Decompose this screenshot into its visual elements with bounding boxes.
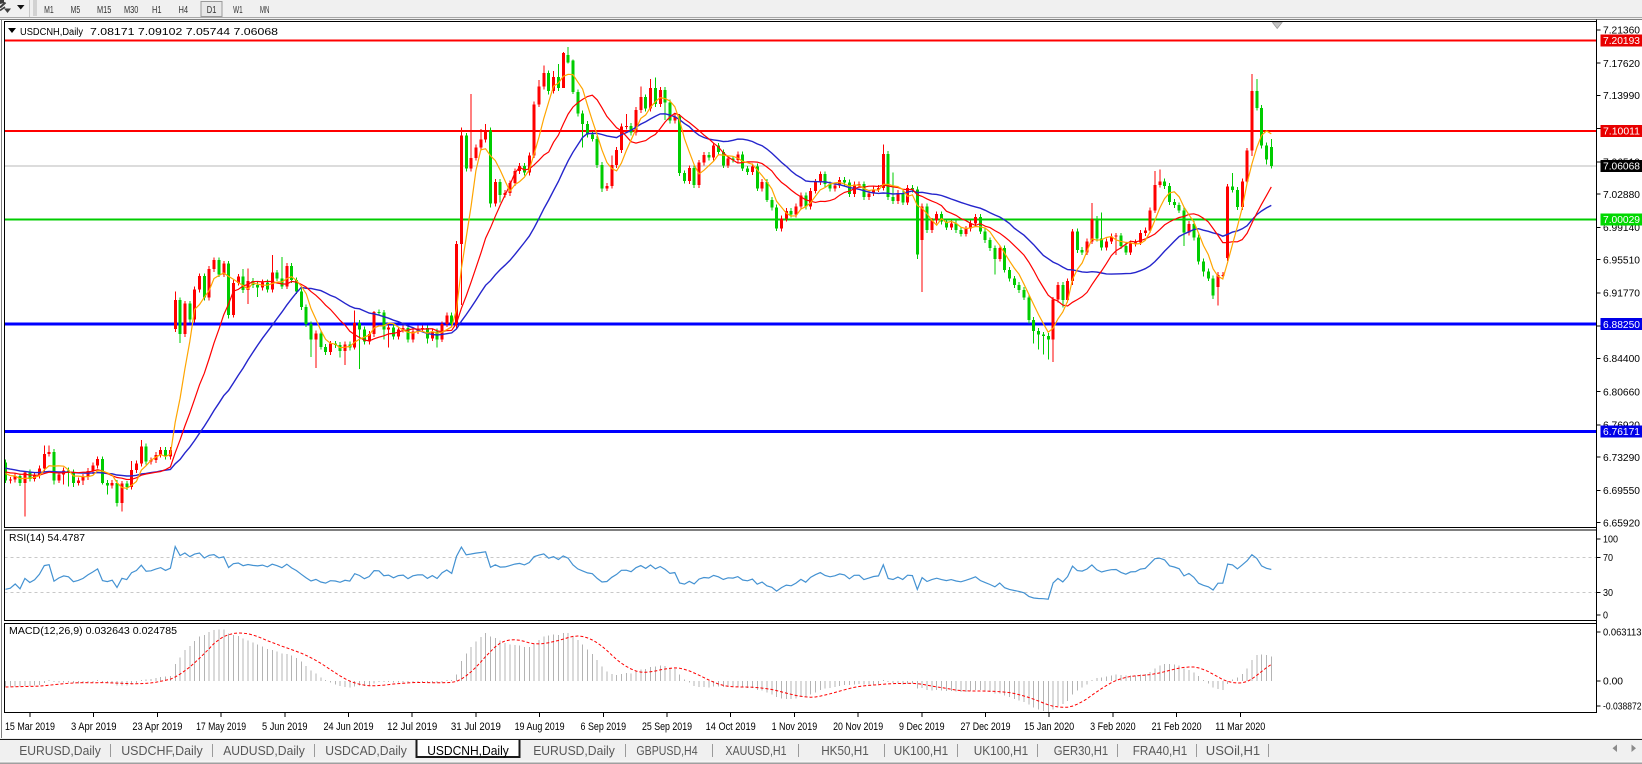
svg-text:HK50,H1: HK50,H1 [821, 743, 869, 758]
svg-text:9 Dec 2019: 9 Dec 2019 [899, 721, 945, 733]
svg-text:6.76171: 6.76171 [1603, 427, 1640, 438]
svg-text:0.063113: 0.063113 [1603, 628, 1642, 639]
svg-text:0.00: 0.00 [1603, 677, 1623, 688]
svg-text:21 Feb 2020: 21 Feb 2020 [1152, 721, 1202, 733]
svg-text:6.91770: 6.91770 [1603, 289, 1640, 300]
svg-text:7.08171 7.09102 7.05744 7.0606: 7.08171 7.09102 7.05744 7.06068 [90, 26, 278, 38]
svg-text:7.21360: 7.21360 [1603, 26, 1640, 37]
svg-text:100: 100 [1603, 535, 1618, 546]
svg-text:6.73290: 6.73290 [1603, 453, 1640, 464]
svg-text:6.95510: 6.95510 [1603, 255, 1640, 266]
svg-text:EURUSD,Daily: EURUSD,Daily [19, 743, 101, 758]
svg-text:UK100,H1: UK100,H1 [894, 743, 948, 758]
svg-text:15 Jan 2020: 15 Jan 2020 [1024, 721, 1074, 733]
svg-text:7.17620: 7.17620 [1603, 59, 1640, 70]
svg-text:30: 30 [1603, 588, 1613, 599]
svg-text:EURUSD,Daily: EURUSD,Daily [533, 743, 615, 758]
svg-text:H4: H4 [179, 5, 189, 16]
svg-text:M1: M1 [44, 5, 54, 16]
svg-text:11 Mar 2020: 11 Mar 2020 [1215, 721, 1265, 733]
svg-text:31 Jul 2019: 31 Jul 2019 [451, 721, 501, 733]
svg-text:6.80660: 6.80660 [1603, 387, 1640, 398]
svg-text:H1: H1 [152, 5, 162, 16]
svg-text:FRA40,H1: FRA40,H1 [1133, 743, 1187, 758]
svg-text:MACD(12,26,9) 0.032643 0.02478: MACD(12,26,9) 0.032643 0.024785 [9, 626, 177, 637]
svg-text:RSI(14) 54.4787: RSI(14) 54.4787 [9, 533, 85, 544]
svg-text:GER30,H1: GER30,H1 [1054, 743, 1108, 758]
svg-text:3 Feb 2020: 3 Feb 2020 [1090, 721, 1136, 733]
svg-text:27 Dec 2019: 27 Dec 2019 [960, 721, 1010, 733]
svg-text:6.65920: 6.65920 [1603, 518, 1640, 529]
svg-text:UK100,H1: UK100,H1 [974, 743, 1028, 758]
svg-text:GBPUSD,H4: GBPUSD,H4 [636, 743, 697, 758]
svg-text:USOil,H1: USOil,H1 [1206, 743, 1260, 758]
svg-text:7.02880: 7.02880 [1603, 190, 1640, 201]
svg-text:6.99140: 6.99140 [1603, 223, 1640, 234]
svg-text:USDCNH,Daily: USDCNH,Daily [427, 743, 509, 758]
svg-text:MN: MN [260, 5, 270, 16]
svg-text:AUDUSD,Daily: AUDUSD,Daily [223, 743, 305, 758]
svg-text:7.20193: 7.20193 [1603, 36, 1640, 47]
svg-text:USDCAD,Daily: USDCAD,Daily [325, 743, 407, 758]
svg-text:3 Apr 2019: 3 Apr 2019 [71, 721, 117, 733]
svg-text:25 Sep 2019: 25 Sep 2019 [642, 721, 692, 733]
svg-text:XAUUSD,H1: XAUUSD,H1 [725, 743, 786, 758]
svg-text:23 Apr 2019: 23 Apr 2019 [132, 721, 182, 733]
svg-text:19 Aug 2019: 19 Aug 2019 [515, 721, 565, 733]
svg-text:6.84400: 6.84400 [1603, 354, 1640, 365]
svg-text:1 Nov 2019: 1 Nov 2019 [772, 721, 818, 733]
svg-text:17 May 2019: 17 May 2019 [196, 721, 246, 733]
svg-text:5 Jun 2019: 5 Jun 2019 [262, 721, 308, 733]
svg-text:USDCNH,Daily: USDCNH,Daily [20, 27, 83, 38]
svg-text:14 Oct 2019: 14 Oct 2019 [706, 721, 756, 733]
svg-text:0: 0 [1603, 611, 1608, 622]
svg-text:6.88250: 6.88250 [1603, 320, 1640, 331]
svg-text:7.06068: 7.06068 [1603, 162, 1640, 173]
svg-text:D1: D1 [207, 5, 217, 16]
svg-text:M5: M5 [71, 5, 81, 16]
svg-text:12 Jul 2019: 12 Jul 2019 [387, 721, 437, 733]
svg-text:7.10011: 7.10011 [1603, 126, 1640, 137]
svg-text:M15: M15 [97, 5, 112, 16]
svg-text:6.69550: 6.69550 [1603, 486, 1640, 497]
svg-text:7.00029: 7.00029 [1603, 215, 1640, 226]
svg-text:-0.038872: -0.038872 [1603, 702, 1642, 713]
svg-text:7.13990: 7.13990 [1603, 91, 1640, 102]
svg-text:M30: M30 [124, 5, 139, 16]
svg-text:70: 70 [1603, 553, 1613, 564]
svg-text:20 Nov 2019: 20 Nov 2019 [833, 721, 883, 733]
svg-text:24 Jun 2019: 24 Jun 2019 [323, 721, 373, 733]
svg-text:15 Mar 2019: 15 Mar 2019 [5, 721, 55, 733]
svg-text:W1: W1 [233, 5, 243, 16]
svg-text:6 Sep 2019: 6 Sep 2019 [581, 721, 627, 733]
svg-text:USDCHF,Daily: USDCHF,Daily [121, 743, 203, 758]
